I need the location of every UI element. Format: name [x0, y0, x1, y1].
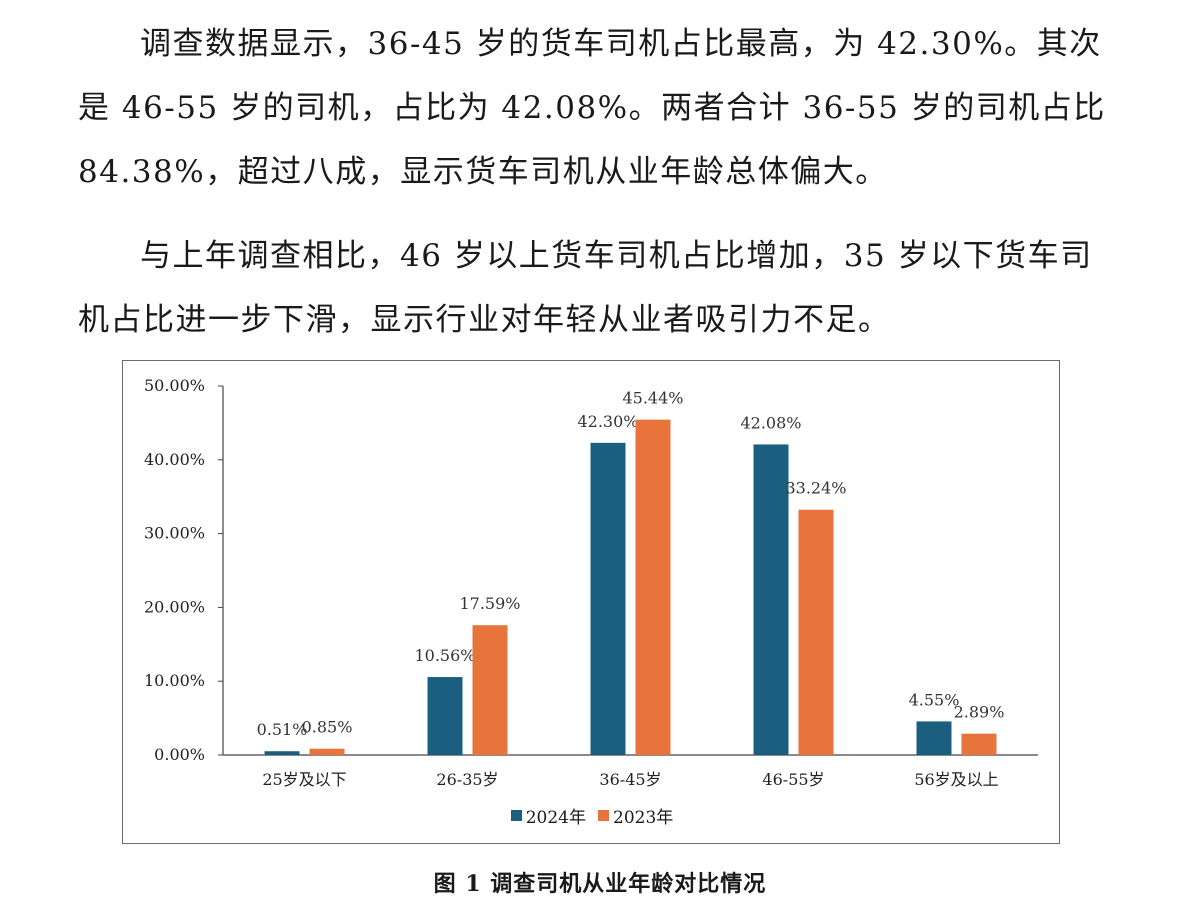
data-label: 45.44% [622, 389, 683, 408]
y-tick-label: 10.00% [144, 671, 205, 690]
chart-frame: 0.00% 10.00% 20.00% 30.00% 40.00% 50.00% 0.51%… [122, 360, 1060, 844]
x-tick-label: 46-55岁 [762, 770, 824, 789]
y-tick-label: 40.00% [144, 450, 205, 469]
data-label: 42.08% [740, 413, 801, 432]
data-label: 33.24% [785, 479, 846, 498]
x-tick-label: 26-35岁 [436, 770, 498, 789]
data-label: 42.30% [577, 412, 638, 431]
y-tick-label: 50.00% [144, 376, 205, 395]
bar-2023年-26-35岁 [472, 625, 508, 755]
x-tick-label: 25岁及以下 [262, 770, 346, 789]
x-tick-label: 56岁及以上 [914, 770, 998, 789]
bar-2024年-36-45岁 [590, 442, 626, 755]
y-tick-label: 0.00% [154, 745, 205, 764]
bar-2023年-56岁及以上 [961, 733, 997, 755]
bar-chart: 0.00% 10.00% 20.00% 30.00% 40.00% 50.00% 0.51%… [144, 376, 1038, 789]
legend-item-2023: 2023年 [598, 803, 673, 828]
data-label: 0.51% [257, 720, 308, 739]
data-label: 2.89% [954, 703, 1005, 722]
y-tick-label: 30.00% [144, 524, 205, 543]
data-label: 0.85% [302, 718, 353, 737]
paragraph-2: 与上年调查相比，46 岁以上货车司机占比增加，35 岁以下货车司机占比进一步下滑… [78, 238, 1093, 338]
x-tick-label: 36-45岁 [599, 770, 661, 789]
legend-item-2024: 2024年 [510, 803, 586, 828]
legend-swatch-2023 [598, 810, 609, 821]
paragraph-1: 调查数据显示，36-45 岁的货车司机占比最高，为 42.30%。其次是 46-… [78, 26, 1106, 190]
bar-2023年-25岁及以下 [309, 748, 345, 755]
data-label: 10.56% [414, 646, 475, 665]
data-label: 17.59% [459, 594, 520, 613]
bar-2024年-25岁及以下 [264, 751, 300, 755]
data-label: 4.55% [909, 690, 960, 709]
bar-2023年-36-45岁 [635, 419, 671, 755]
bar-2024年-46-55岁 [753, 444, 789, 755]
legend-swatch-2024 [510, 810, 522, 821]
y-tick-label: 20.00% [144, 597, 205, 616]
legend-label-2023: 2023年 [613, 808, 674, 828]
figure-caption: 图 1 调查司机从业年龄对比情况 [433, 871, 767, 897]
bar-2023年-46-55岁 [798, 509, 834, 755]
bar-2024年-56岁及以上 [916, 721, 952, 755]
chart-legend: 2024年 2023年 [123, 803, 1061, 828]
legend-label-2024: 2024年 [525, 808, 586, 828]
bar-2024年-26-35岁 [427, 677, 463, 755]
